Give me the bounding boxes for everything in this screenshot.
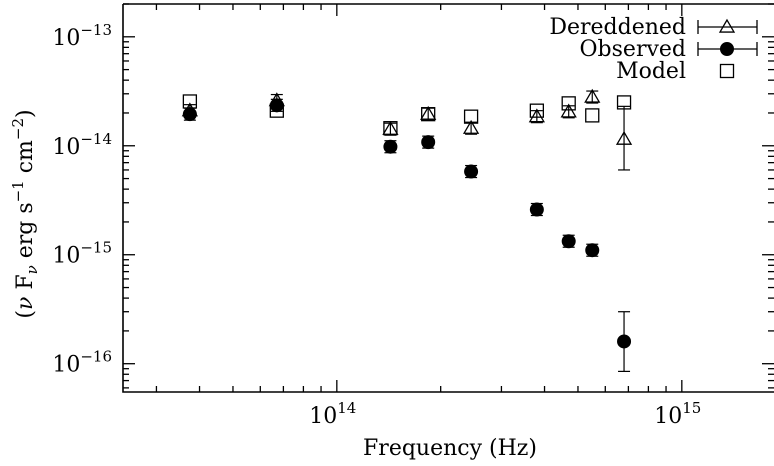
- observed-point: [383, 139, 398, 154]
- y-label-cm: cm: [13, 140, 38, 180]
- axis-ticks: [123, 3, 774, 392]
- axis-tick-labels: 1014 1015 10−13 10−14 10−15 10−16: [52, 21, 701, 429]
- y-label-exp1: −1: [9, 180, 27, 202]
- dereddened-point: [382, 120, 399, 135]
- x-tick-label: 1014: [309, 399, 356, 429]
- legend-marker-observed: [720, 42, 734, 56]
- observed-point: [617, 334, 632, 349]
- legend-label: Observed: [580, 37, 686, 62]
- model-point: [585, 108, 600, 123]
- observed-point: [464, 164, 479, 179]
- observed-point: [561, 234, 576, 249]
- legend-label: Model: [616, 59, 686, 84]
- y-label-open: (: [13, 310, 38, 319]
- y-tick-label: 10−16: [52, 348, 112, 378]
- dereddened-point: [420, 105, 437, 120]
- dereddened-point: [560, 103, 577, 118]
- x-tick-label: 1015: [654, 399, 701, 429]
- y-tick-label: 10−13: [52, 21, 112, 51]
- legend-label: Dereddened: [549, 15, 686, 40]
- data-marks: [181, 88, 633, 372]
- y-label-sub-nu: ν: [23, 265, 41, 274]
- y-label-exp2: −2: [9, 118, 27, 140]
- legend-marker-dereddened: [718, 18, 736, 33]
- observed-point: [421, 135, 436, 150]
- dereddened-point: [584, 88, 601, 103]
- y-label-nu: ν: [13, 297, 38, 310]
- observed-point: [529, 202, 544, 217]
- y-axis-label: (ν Fν erg s−1 cm−2): [9, 109, 41, 318]
- observed-point: [585, 243, 600, 258]
- dereddened-point: [615, 130, 633, 145]
- y-tick-label: 10−14: [52, 130, 112, 160]
- x-axis-label: Frequency (Hz): [363, 436, 537, 461]
- y-label-erg: erg s: [13, 202, 38, 265]
- y-label-f: F: [13, 274, 38, 296]
- y-label-close: ): [13, 109, 38, 118]
- legend-marker-model: [719, 63, 735, 79]
- observed-point: [269, 98, 284, 113]
- dereddened-point: [528, 108, 545, 123]
- dereddened-point: [462, 119, 480, 134]
- y-tick-label: 10−15: [52, 239, 112, 269]
- observed-point: [182, 107, 197, 122]
